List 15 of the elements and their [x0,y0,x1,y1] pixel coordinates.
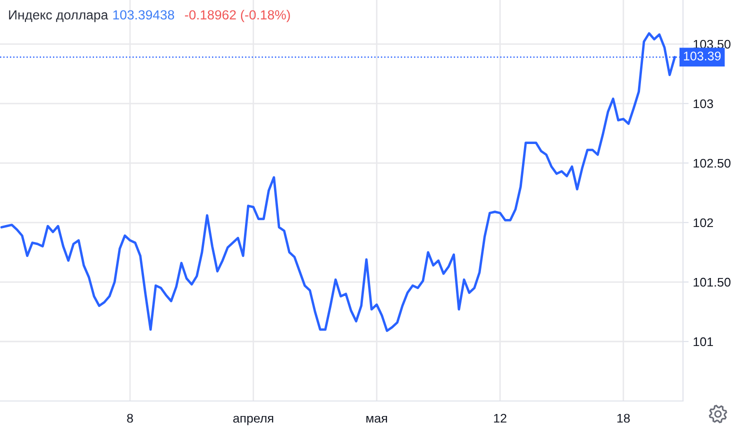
y-tick-label: 101 [694,337,713,346]
text: Индекс доллара [9,10,108,22]
x-tick-label: мая [366,416,387,423]
annotation: -0.18962 (-0.18%) [184,10,290,22]
x-tick-label: 12 [494,414,506,423]
line-series [0,32,676,332]
annotation: 103.39438 [113,10,174,20]
y-tick-label: 101.50 [694,278,730,287]
x-tick-label: 8 [127,414,133,423]
y-tick-label: 103 [694,99,714,108]
x-tick-label: апреля [233,416,274,426]
y-tick-label: 102 [694,218,713,228]
y-tick-label: 102.50 [694,158,730,168]
x-tick-label: 18 [617,414,630,423]
ref-line-label: 103.39 [684,52,721,60]
